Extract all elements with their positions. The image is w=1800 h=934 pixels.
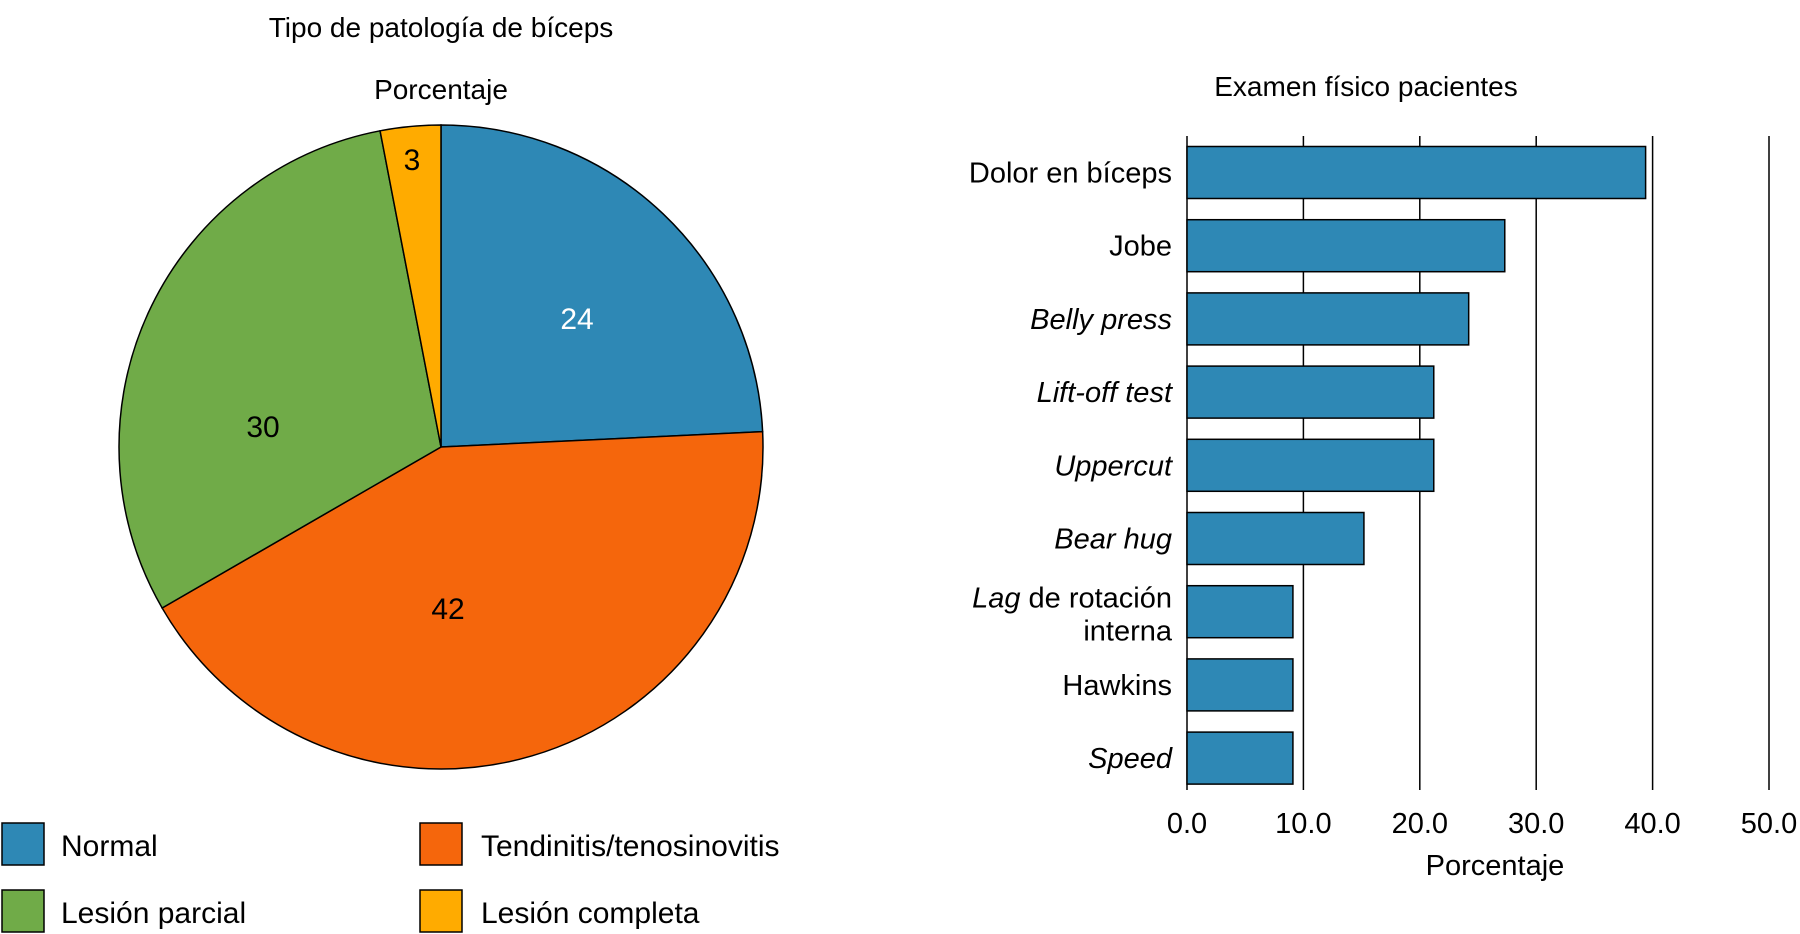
pie-slice-lesion-completa <box>379 124 442 448</box>
pie-slice-tendinitis-tenosinovitis <box>161 430 764 770</box>
y-category-label: Speed <box>1088 743 1173 775</box>
y-category-label: Lag de rotación <box>972 583 1172 615</box>
bar <box>1186 365 1435 419</box>
legend-swatch-tendinitis <box>419 822 463 866</box>
bar <box>1186 584 1294 639</box>
x-tick-label: 10.0 <box>1275 808 1331 840</box>
legend-label-lesion-completa: Lesión completa <box>481 897 700 930</box>
bar <box>1186 292 1470 346</box>
x-tick-label: 40.0 <box>1624 808 1680 840</box>
bar-title: Examen físico pacientes <box>1214 71 1518 102</box>
bar <box>1186 658 1294 712</box>
y-category-label: Belly press <box>1030 304 1172 336</box>
legend-label-lesion-parcial: Lesión parcial <box>61 897 246 930</box>
pie-chart: Tipo de patología de bíceps Porcentaje 2… <box>118 12 764 770</box>
pie-label-lesion-parcial: 30 <box>246 411 279 444</box>
pie-subtitle: Porcentaje <box>374 74 508 105</box>
x-tick-label: 30.0 <box>1508 808 1564 840</box>
y-category-label: Uppercut <box>1054 450 1174 482</box>
pie-title: Tipo de patología de bíceps <box>269 12 614 43</box>
pie-slice-lesion-parcial <box>118 129 442 610</box>
y-category-label: Bear hug <box>1054 524 1172 556</box>
legend-label-tendinitis: Tendinitis/tenosinovitis <box>481 830 780 863</box>
pie-label-normal: 24 <box>560 303 593 336</box>
legend-swatch-lesion-parcial <box>1 889 45 933</box>
bar-chart: Examen físico pacientes Dolor en bíceps J… <box>969 71 1797 882</box>
y-category-label: Lift-off test <box>1037 377 1174 409</box>
pie-label-lesion-completa: 3 <box>404 144 421 177</box>
legend-label-normal: Normal <box>61 830 158 863</box>
y-category-label: Hawkins <box>1062 670 1172 702</box>
bar <box>1186 438 1435 493</box>
pie-label-tendinitis: 42 <box>431 593 464 626</box>
x-axis-label: Porcentaje <box>1426 850 1565 882</box>
legend-swatch-normal <box>1 822 45 866</box>
pie-legend: Normal Tendinitis/tenosinovitis Lesión p… <box>1 822 780 933</box>
y-category-label: Jobe <box>1109 231 1172 263</box>
y-category-label: Dolor en bíceps <box>969 158 1172 190</box>
x-tick-label: 50.0 <box>1741 808 1797 840</box>
bar <box>1186 145 1647 200</box>
bar <box>1186 218 1506 273</box>
legend-swatch-lesion-completa <box>419 889 463 933</box>
bar <box>1186 511 1365 566</box>
bar <box>1186 731 1294 785</box>
y-category-label-line2: interna <box>1083 616 1173 648</box>
x-tick-label: 0.0 <box>1167 808 1207 840</box>
x-tick-label: 20.0 <box>1392 808 1448 840</box>
pie-slice-normal <box>440 124 764 448</box>
